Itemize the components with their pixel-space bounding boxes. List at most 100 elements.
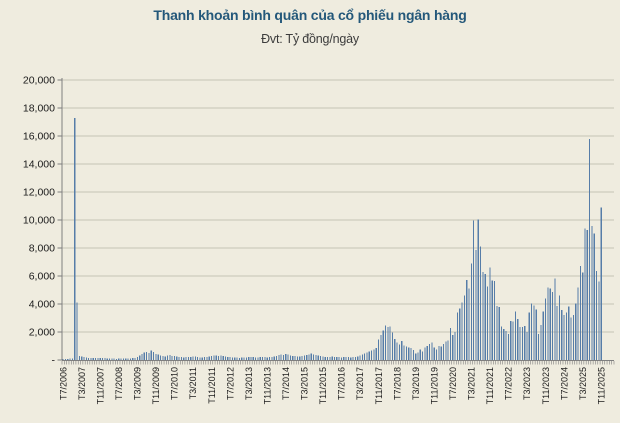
bar: [285, 354, 287, 360]
bar: [69, 358, 71, 360]
bar: [505, 331, 507, 360]
bar: [278, 355, 280, 360]
bar: [422, 351, 424, 360]
bar: [540, 325, 542, 360]
bar: [510, 320, 512, 360]
bar: [484, 274, 486, 360]
bar: [231, 357, 234, 360]
bar: [173, 356, 176, 360]
bar: [236, 357, 238, 360]
x-axis-label: T11/2023: [541, 367, 551, 404]
bar: [122, 358, 125, 360]
bar: [148, 353, 150, 360]
bar: [558, 295, 561, 360]
bar: [282, 355, 285, 360]
y-axis-label: 8,000: [29, 243, 55, 255]
bar: [252, 357, 254, 360]
bar: [491, 280, 493, 360]
bar: [466, 280, 468, 360]
x-axis-label: T7/2008: [114, 367, 124, 400]
bar: [357, 356, 359, 360]
bar: [115, 358, 118, 360]
bar: [556, 305, 558, 360]
bar: [222, 355, 224, 360]
bar: [234, 357, 236, 360]
x-axis-label: T11/2021: [485, 367, 495, 404]
bar: [403, 345, 405, 360]
bar: [364, 353, 366, 360]
bar: [127, 358, 129, 360]
bar: [563, 315, 565, 360]
bar: [375, 348, 377, 360]
bar: [382, 330, 384, 360]
bar: [519, 326, 521, 360]
bar: [322, 356, 324, 360]
bar: [445, 341, 447, 360]
bar: [243, 357, 245, 360]
bar: [333, 356, 336, 360]
bar: [387, 327, 389, 360]
bar: [542, 311, 544, 360]
bar: [368, 351, 370, 360]
bar: [568, 306, 570, 360]
bar: [141, 353, 143, 360]
x-axis-label: T7/2014: [281, 367, 291, 400]
bar: [561, 310, 563, 360]
x-axis-label: T3/2021: [467, 367, 477, 400]
bar: [317, 355, 319, 360]
x-axis-label: T3/2011: [188, 367, 198, 399]
bar: [326, 357, 329, 360]
bar: [329, 356, 331, 360]
x-axis-label: T11/2013: [262, 367, 272, 404]
bar: [315, 354, 317, 360]
bar: [187, 357, 189, 360]
x-axis-label: T11/2009: [151, 367, 161, 404]
bar: [544, 298, 547, 360]
bar: [197, 357, 199, 360]
bar: [352, 357, 354, 360]
x-axis-label: T11/2017: [374, 367, 384, 404]
x-axis-label: T3/2009: [133, 367, 143, 400]
bar: [521, 327, 523, 360]
bar: [391, 332, 394, 360]
bar: [431, 342, 433, 360]
bar: [275, 355, 278, 360]
bar: [486, 286, 489, 360]
x-axis-label: T7/2024: [559, 367, 569, 400]
bar: [238, 357, 240, 360]
x-axis-label: T7/2020: [448, 367, 458, 400]
bar: [132, 358, 134, 360]
y-axis-labels: - 2,000 4,000 6,000 8,000 10,000 12,000 14,000 1…: [23, 75, 56, 367]
bar: [438, 346, 440, 360]
bar: [104, 358, 106, 360]
y-axis-ticks: [57, 79, 62, 361]
bar: [213, 355, 215, 360]
x-axis-label: T11/2019: [429, 367, 439, 404]
chart-title: Thanh khoản bình quân của cổ phiếu ngân …: [153, 7, 467, 23]
bar: [354, 356, 356, 360]
bar: [424, 347, 426, 360]
bar: [266, 357, 268, 360]
bar: [572, 315, 574, 360]
bar: [227, 356, 229, 360]
bar: [308, 354, 310, 360]
bar: [255, 357, 257, 360]
bar: [371, 350, 373, 360]
bar: [389, 326, 391, 360]
x-axis-label: T11/2011: [207, 367, 217, 404]
bar: [596, 271, 598, 360]
bar: [106, 358, 108, 360]
bar: [350, 357, 352, 360]
bar: [415, 353, 417, 360]
bar: [97, 358, 99, 360]
bar: [183, 357, 185, 360]
bar: [345, 356, 347, 360]
bar: [336, 357, 338, 360]
bar: [241, 357, 243, 360]
bar: [157, 354, 159, 360]
bar: [384, 325, 387, 360]
bar: [489, 267, 491, 360]
bar: [454, 332, 456, 360]
bar: [90, 357, 92, 360]
bar: [447, 340, 449, 360]
